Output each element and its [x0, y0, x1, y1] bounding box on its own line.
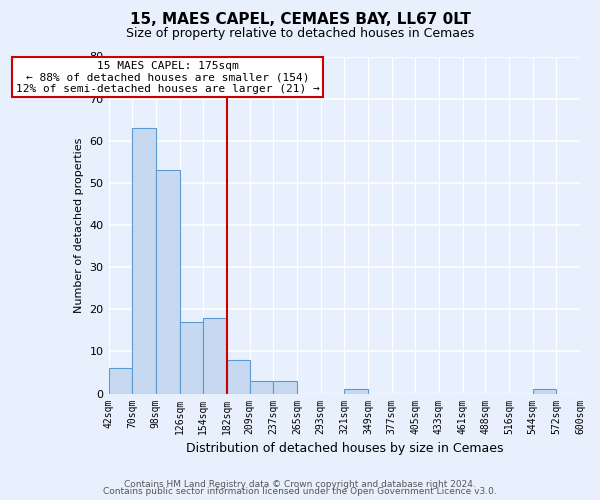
Text: Size of property relative to detached houses in Cemaes: Size of property relative to detached ho… [126, 28, 474, 40]
Text: Contains public sector information licensed under the Open Government Licence v3: Contains public sector information licen… [103, 487, 497, 496]
Bar [109, 368, 132, 394]
Y-axis label: Number of detached properties: Number of detached properties [74, 138, 84, 312]
Bar [344, 390, 368, 394]
Bar [132, 128, 156, 394]
Bar [156, 170, 179, 394]
Text: 15 MAES CAPEL: 175sqm
← 88% of detached houses are smaller (154)
12% of semi-det: 15 MAES CAPEL: 175sqm ← 88% of detached … [16, 60, 320, 94]
Bar [227, 360, 250, 394]
Bar [273, 381, 297, 394]
Bar [179, 322, 203, 394]
Bar [203, 318, 227, 394]
Bar [533, 390, 556, 394]
Text: 15, MAES CAPEL, CEMAES BAY, LL67 0LT: 15, MAES CAPEL, CEMAES BAY, LL67 0LT [130, 12, 470, 28]
Text: Contains HM Land Registry data © Crown copyright and database right 2024.: Contains HM Land Registry data © Crown c… [124, 480, 476, 489]
X-axis label: Distribution of detached houses by size in Cemaes: Distribution of detached houses by size … [185, 442, 503, 455]
Bar [250, 381, 273, 394]
